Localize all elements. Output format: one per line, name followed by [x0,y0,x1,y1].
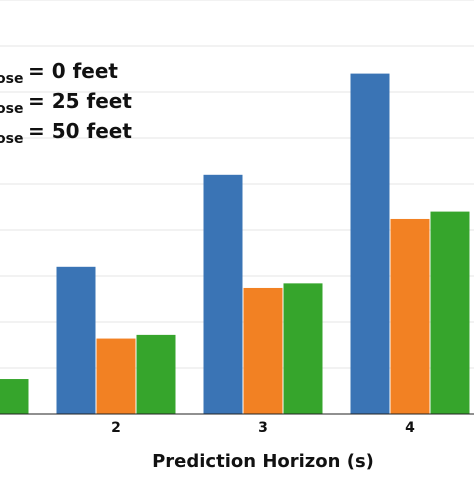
bar-series-2-category-2 [96,338,136,414]
bar-series-3-category-2 [136,334,176,414]
x-tick-label-3: 3 [258,420,268,436]
x-axis-label: Prediction Horizon (s) [152,451,374,472]
legend-entry-2-subscript: ose [0,101,23,117]
bar-series-1-category-4 [350,73,390,414]
bar-series-1-category-2 [56,266,96,414]
bar-layer [0,73,470,414]
legend-entry-3-subscript: ose [0,131,23,147]
x-tick-label-4: 4 [405,420,415,436]
bar-series-3-category-4 [430,211,470,414]
bar-series-3-category-1 [0,379,29,414]
tick-layer: 2 3 4 [0,413,474,436]
legend-entry-1-subscript: ose [0,71,23,87]
bar-series-3-category-3 [283,283,323,414]
x-tick-label-2: 2 [111,420,121,436]
legend-entry-3-label: = 50 feet [28,119,132,143]
legend-entry-1-label: = 0 feet [28,59,118,83]
bar-series-2-category-4 [390,218,430,414]
legend: ose = 0 feet ose = 25 feet ose = 50 feet [0,59,132,147]
bar-series-1-category-3 [203,174,243,414]
bar-series-2-category-3 [243,287,283,414]
legend-entry-2-label: = 25 feet [28,89,132,113]
